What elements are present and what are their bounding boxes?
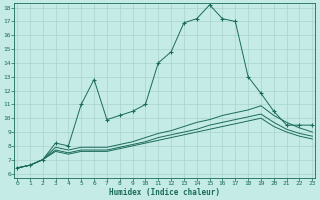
X-axis label: Humidex (Indice chaleur): Humidex (Indice chaleur): [109, 188, 220, 197]
